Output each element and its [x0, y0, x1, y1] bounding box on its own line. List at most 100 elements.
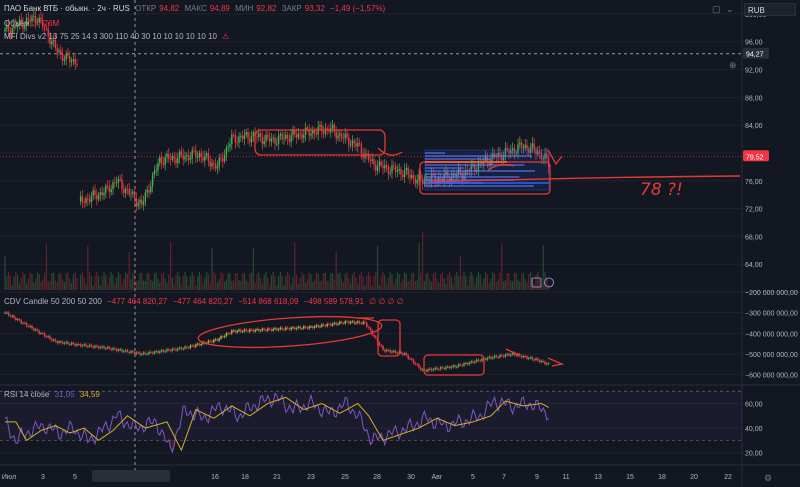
- volume-bar: [130, 279, 132, 290]
- volume-bar: [251, 272, 253, 290]
- price-candle: [155, 170, 157, 172]
- add-price-alert-icon[interactable]: ⊕: [729, 60, 737, 70]
- currency-selector[interactable]: RUB: [744, 3, 796, 16]
- volume-bar: [420, 272, 422, 290]
- volume-bar: [477, 272, 479, 290]
- price-candle: [56, 47, 58, 53]
- symbol-title[interactable]: ПАО Банк ВТБ · обыкн. · 2ч · RUS: [4, 4, 130, 13]
- volume-bar: [362, 276, 364, 290]
- cdv-candle: [544, 361, 546, 365]
- cdv-candle: [319, 326, 321, 328]
- volume-legend[interactable]: Объём 37,76M: [4, 19, 62, 29]
- volume-bar: [508, 273, 510, 290]
- volume-label: Объём: [4, 19, 30, 28]
- cdv-candle: [389, 350, 391, 353]
- cdv-candle: [56, 341, 58, 344]
- price-candle: [474, 164, 476, 172]
- cdv-candle: [468, 362, 471, 365]
- cdv-candle: [285, 327, 287, 330]
- cdv-candle: [106, 346, 109, 349]
- volume-bar: [146, 273, 148, 290]
- volume-bar: [341, 279, 343, 290]
- price-candle: [276, 143, 278, 145]
- cdv-candle: [474, 361, 476, 363]
- cdv-candle: [51, 338, 53, 341]
- volume-bar: [306, 278, 308, 290]
- cdv-candle: [126, 349, 129, 352]
- price-candle: [339, 133, 341, 136]
- price-candle: [378, 161, 381, 167]
- price-candle: [412, 175, 415, 179]
- alert-icon[interactable]: ⚠: [222, 32, 230, 41]
- cdv-candle: [504, 354, 507, 357]
- price-candle: [366, 153, 368, 155]
- annotation-range-box: [254, 129, 386, 156]
- x-tick-label: 7: [502, 474, 506, 481]
- cdv-candle: [178, 347, 181, 349]
- cdv-candle: [236, 330, 238, 333]
- mfi-legend[interactable]: MFI Divs v2 13 75 25 14 3 300 110 40 30 …: [4, 32, 232, 42]
- volume-bar: [166, 283, 168, 290]
- cdv-candle: [250, 329, 253, 331]
- price-candle: [315, 133, 318, 135]
- x-tick-label: 25: [341, 474, 349, 481]
- cdv-candle: [15, 317, 17, 321]
- price-tick-label: 96,00: [745, 40, 763, 47]
- price-candle: [272, 137, 274, 139]
- volume-bar: [530, 272, 532, 290]
- cdv-candle: [299, 326, 301, 329]
- volume-bar: [139, 272, 141, 290]
- volume-bar: [171, 277, 173, 290]
- price-candle: [418, 174, 420, 180]
- volume-bar: [418, 243, 420, 290]
- volume-bar: [36, 272, 38, 290]
- volume-bar: [319, 281, 321, 290]
- rsi-line: [4, 392, 549, 454]
- volume-bar: [512, 280, 514, 290]
- pane-maximize-icon[interactable]: ▢: [712, 4, 721, 14]
- volume-bar: [206, 272, 208, 290]
- cdv-candle: [330, 324, 332, 326]
- price-candle: [182, 154, 184, 160]
- price-candle: [274, 137, 276, 144]
- cdv-candle: [108, 346, 111, 349]
- cdv-candle: [537, 358, 539, 361]
- volume-bar: [125, 272, 127, 290]
- pane-chevron-icon[interactable]: ⌄: [726, 4, 734, 14]
- volume-bar: [276, 285, 278, 290]
- cdv-candle: [175, 348, 177, 351]
- timezone-settings-icon[interactable]: ⚙: [764, 473, 773, 483]
- cdv-candle: [33, 328, 35, 331]
- volume-bar: [40, 281, 42, 290]
- cdv-candle: [387, 349, 390, 351]
- volume-bar: [117, 272, 119, 290]
- price-candle: [324, 128, 327, 134]
- price-candle: [245, 132, 247, 136]
- cdv-candle: [249, 329, 251, 332]
- cdv-candle: [346, 321, 348, 323]
- crosshair-date-box: [92, 470, 170, 482]
- volume-bar: [99, 285, 101, 290]
- cdv-legend[interactable]: CDV Candle 50 200 50 200 −477 464 820,27…: [4, 297, 407, 307]
- price-candle: [258, 133, 260, 137]
- price-tick-label: 84,00: [745, 123, 763, 130]
- rsi-legend[interactable]: RSI 14 close 31,05 34,59: [4, 390, 103, 400]
- price-candle: [106, 185, 109, 187]
- cdv-candle: [132, 351, 134, 353]
- cdv-candle: [490, 356, 492, 359]
- volume-bar: [373, 276, 375, 290]
- cdv-candle: [470, 361, 472, 363]
- price-candle: [198, 152, 201, 157]
- cdv-candle: [364, 321, 366, 323]
- volume-bar: [227, 272, 229, 290]
- ohlc-low-value: 92,82: [256, 4, 277, 13]
- volume-bar: [344, 274, 346, 290]
- price-candle: [160, 157, 163, 163]
- volume-bar: [157, 279, 159, 290]
- price-candle: [231, 134, 233, 144]
- cdv-candle: [306, 327, 309, 329]
- volume-bar: [116, 277, 118, 290]
- price-tick-label: 76,00: [745, 179, 763, 186]
- volume-bar: [353, 272, 355, 290]
